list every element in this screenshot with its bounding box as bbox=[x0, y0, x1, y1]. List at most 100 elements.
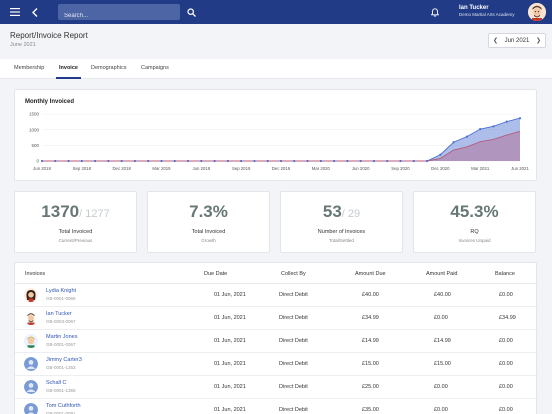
chevron-left-icon[interactable]: ❮ bbox=[493, 38, 499, 44]
monthly-invoiced-chart: 0 500 1000 1500 Jun 2018 Sep 2018 Dec 2018 Mar … bbox=[29, 112, 529, 171]
chevron-right-icon[interactable]: ❯ bbox=[535, 38, 541, 44]
table-row[interactable]: Martin Jones GB-0001-0067 01 Jun, 2021 Dire… bbox=[15, 330, 538, 353]
data-point bbox=[200, 159, 203, 163]
stat-label: Number of Invoices bbox=[317, 229, 366, 235]
member-name-link[interactable]: Lydia Knight bbox=[46, 288, 77, 294]
data-point bbox=[359, 159, 362, 163]
data-point bbox=[186, 159, 190, 163]
due-date: 01 Jun, 2021 bbox=[214, 338, 246, 344]
amount-paid: £14.99 bbox=[434, 338, 451, 344]
data-point bbox=[67, 159, 70, 163]
collect-by: Direct Debit bbox=[279, 407, 308, 413]
month-picker-label: Jun 2021 bbox=[504, 37, 530, 44]
stat-value: 1370/ 1277 bbox=[15, 202, 136, 222]
x-tick-label: Jun 2018 bbox=[33, 166, 51, 171]
stat-sub: Growth bbox=[201, 238, 216, 243]
data-point bbox=[120, 159, 123, 163]
data-point bbox=[479, 128, 482, 131]
chart-title: Monthly Invoiced bbox=[25, 99, 75, 105]
data-point bbox=[346, 159, 349, 163]
y-tick-label: 500 bbox=[31, 143, 39, 148]
invoice-id: GB-0001-0091 bbox=[46, 411, 76, 414]
user-info[interactable]: Ian Tucker Demo Martial Arts Academy bbox=[459, 5, 515, 18]
data-point bbox=[452, 141, 455, 144]
data-point bbox=[54, 159, 57, 163]
table-row[interactable]: Tom Cuthforth GB-0001-0091 01 Jun, 2021 Dir… bbox=[15, 399, 538, 414]
stat-card-total-invoiced: 1370/ 1277 Total Invoiced Current/Previo… bbox=[14, 191, 137, 253]
data-point bbox=[399, 159, 402, 163]
table-row[interactable]: Lydia Knight GB-0001-0069 01 Jun, 2021 Dire… bbox=[15, 284, 538, 307]
tab-invoice[interactable]: Invoice bbox=[59, 65, 78, 71]
data-point bbox=[226, 159, 229, 163]
avatar bbox=[24, 288, 38, 302]
stat-label: Total Invoiced bbox=[58, 229, 93, 235]
search-icon[interactable] bbox=[184, 5, 198, 19]
tab-demographics[interactable]: Demographics bbox=[91, 65, 127, 71]
amount-due: £14.99 bbox=[362, 338, 379, 344]
amount-paid: £0.00 bbox=[434, 315, 448, 321]
x-tick-label: Sep 2020 bbox=[391, 166, 410, 171]
header-divider bbox=[15, 283, 538, 284]
amount-due: £35.00 bbox=[362, 407, 379, 413]
data-point bbox=[319, 159, 322, 163]
x-tick-label: Mar 2019 bbox=[152, 166, 171, 171]
table-row[interactable]: Schall C GB-0001-1355 01 Jun, 2021 Direct D… bbox=[15, 376, 538, 399]
data-point bbox=[492, 125, 495, 128]
table-row[interactable]: Ian Tucker GB-0003-0067 01 Jun, 2021 Direct… bbox=[15, 307, 538, 330]
bell-icon[interactable] bbox=[428, 5, 442, 19]
avatar[interactable] bbox=[528, 3, 546, 21]
data-point bbox=[279, 159, 283, 163]
balance: £0.00 bbox=[499, 361, 513, 367]
data-point bbox=[293, 159, 296, 163]
stat-primary: 45.3% bbox=[450, 202, 499, 221]
menu-icon[interactable] bbox=[8, 5, 22, 19]
invoice-id: GB-0001-0067 bbox=[46, 342, 76, 347]
x-tick-label: Sep 2018 bbox=[73, 166, 92, 171]
collect-by: Direct Debit bbox=[279, 361, 308, 367]
member-name-link[interactable]: Ian Tucker bbox=[46, 311, 72, 317]
tab-membership[interactable]: Membership bbox=[14, 65, 45, 71]
avatar bbox=[24, 403, 38, 414]
data-point bbox=[372, 159, 376, 163]
data-point bbox=[386, 159, 389, 163]
search-input[interactable] bbox=[58, 8, 180, 24]
amount-paid: £15.00 bbox=[434, 361, 451, 367]
member-name-link[interactable]: Schall C bbox=[46, 380, 67, 386]
stat-card-growth: 7.3% Total Invoiced Growth bbox=[147, 191, 270, 253]
data-point bbox=[266, 159, 269, 163]
month-picker[interactable]: ❮ Jun 2021 ❯ bbox=[488, 33, 546, 48]
back-arrow-icon[interactable] bbox=[28, 5, 42, 19]
stat-card-number-of-invoices: 53/ 29 Number of Invoices Total/Settled bbox=[280, 191, 403, 253]
data-point bbox=[173, 159, 176, 163]
amount-paid: £0.00 bbox=[434, 407, 448, 413]
header-due-date: Due Date bbox=[204, 271, 228, 277]
tab-campaigns[interactable]: Campaigns bbox=[141, 65, 169, 71]
amount-paid: £40.00 bbox=[434, 292, 451, 298]
stat-card-rq: 45.3% RQ Invoices Unpaid bbox=[413, 191, 536, 253]
data-point bbox=[40, 159, 44, 163]
amount-due: £40.00 bbox=[362, 292, 379, 298]
avatar bbox=[24, 357, 38, 371]
x-tick-label: Sep 2019 bbox=[232, 166, 251, 171]
member-name-link[interactable]: Jimmy Carter3 bbox=[46, 357, 82, 363]
member-name-link[interactable]: Tom Cuthforth bbox=[46, 403, 81, 409]
x-tick-label: Dec 2019 bbox=[272, 166, 291, 171]
invoice-id: GB-0001-1355 bbox=[46, 388, 76, 393]
stat-sub: Current/Previous bbox=[58, 238, 93, 243]
stat-value: 45.3% bbox=[414, 202, 535, 222]
data-point bbox=[306, 159, 309, 163]
due-date: 01 Jun, 2021 bbox=[214, 384, 246, 390]
header-invoices: Invoices bbox=[25, 271, 46, 277]
balance: £0.00 bbox=[499, 407, 513, 413]
active-tab-indicator bbox=[56, 77, 81, 79]
data-point bbox=[147, 159, 150, 163]
table-row[interactable]: Jimmy Carter3 GB-0001-1353 01 Jun, 2021 Dir… bbox=[15, 353, 538, 376]
member-name-link[interactable]: Martin Jones bbox=[46, 334, 78, 340]
amount-due: £25.00 bbox=[362, 384, 379, 390]
collect-by: Direct Debit bbox=[279, 384, 308, 390]
due-date: 01 Jun, 2021 bbox=[214, 292, 246, 298]
search-box bbox=[58, 4, 180, 24]
stat-primary: 1370 bbox=[41, 202, 80, 221]
stat-label: RQ bbox=[470, 229, 479, 235]
data-point bbox=[439, 153, 442, 156]
